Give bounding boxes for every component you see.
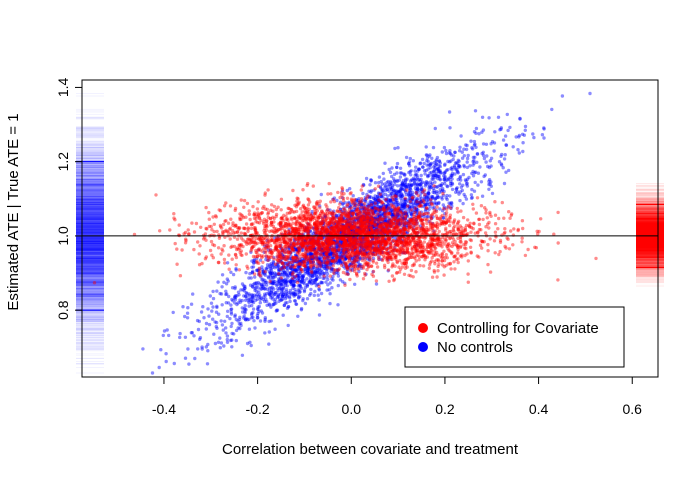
controlling-margin-rug [636,183,664,287]
no-controls-margin-rug [76,93,104,374]
